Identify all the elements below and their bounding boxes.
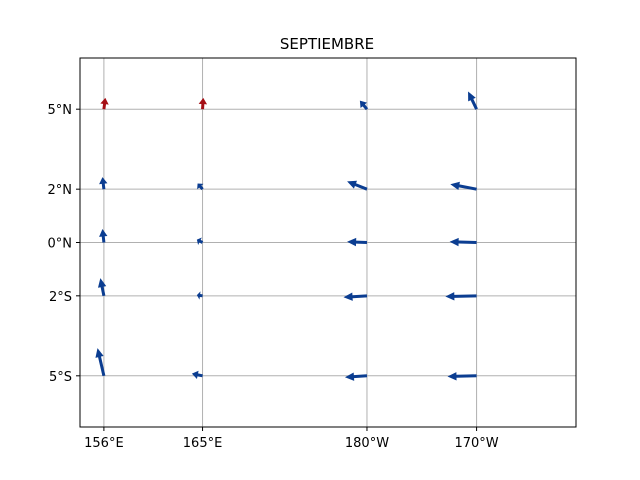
wind-vector-arrow <box>97 278 107 297</box>
y-tick-label: 0°N <box>48 237 73 252</box>
wind-vector-arrow <box>449 237 477 247</box>
y-axis-ticks: 5°N 2°N 0°N 2°S 5°S <box>48 103 80 385</box>
wind-vector-arrow <box>198 97 208 110</box>
wind-vector-arrow <box>191 370 203 379</box>
y-tick-label: 2°S <box>49 290 72 305</box>
chart-title: SEPTIEMBRE <box>280 35 374 53</box>
wind-vector-arrow <box>447 372 477 381</box>
wind-vector-arrow <box>359 100 369 111</box>
wind-vector-arrow <box>197 183 204 191</box>
x-tick-label: 165°E <box>183 436 223 451</box>
wind-vector-arrow <box>99 229 108 243</box>
wind-vector-arrow <box>347 180 368 191</box>
vector-arrows <box>95 91 478 381</box>
y-tick-label: 5°N <box>48 103 73 118</box>
wind-vector-arrow <box>99 177 108 190</box>
wind-vector-arrow <box>343 292 368 301</box>
x-tick-label: 170°W <box>454 436 498 451</box>
x-axis-ticks: 156°E 165°E 180°W 170°W <box>84 427 499 451</box>
y-tick-label: 2°N <box>48 183 73 198</box>
y-tick-label: 5°S <box>49 370 72 385</box>
wind-vector-arrow <box>95 348 106 377</box>
wind-vector-arrow <box>347 237 368 247</box>
wind-vector-arrow <box>196 237 204 245</box>
wind-vector-arrow <box>100 97 109 110</box>
wind-vector-arrow <box>468 91 478 110</box>
wind-vector-arrow <box>445 292 477 301</box>
wind-vector-arrow <box>450 181 477 191</box>
gridlines <box>80 58 576 427</box>
x-tick-label: 180°W <box>345 436 389 451</box>
wind-vector-arrow <box>196 291 203 300</box>
x-tick-label: 156°E <box>84 436 124 451</box>
wind-vector-arrow <box>344 372 368 381</box>
